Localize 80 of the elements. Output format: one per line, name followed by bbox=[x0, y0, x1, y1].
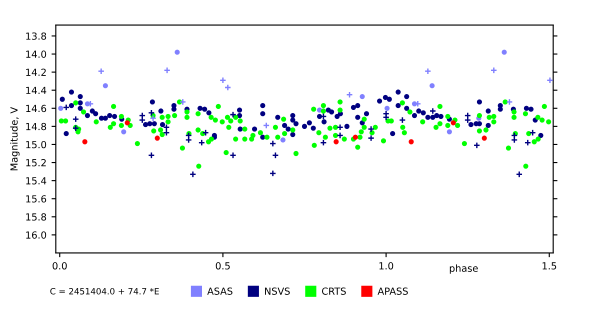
point bbox=[446, 129, 452, 134]
y-tick-label: 15.8 bbox=[26, 213, 46, 221]
x-axis-title: phase bbox=[450, 264, 478, 274]
point bbox=[450, 120, 456, 126]
point bbox=[230, 111, 236, 118]
point bbox=[82, 139, 88, 144]
legend-label: NSVS bbox=[265, 287, 290, 295]
y-tick-label: 14.2 bbox=[26, 68, 46, 76]
y-tick-label: 14.6 bbox=[26, 104, 46, 112]
y-tick-label: 14.8 bbox=[26, 122, 46, 130]
point bbox=[502, 50, 507, 55]
y-tick-label: 15.6 bbox=[26, 195, 46, 203]
point bbox=[429, 108, 436, 114]
y-tick-label: 16.0 bbox=[26, 231, 46, 239]
legend-label: ASAS bbox=[207, 287, 232, 295]
point bbox=[72, 116, 80, 123]
point bbox=[148, 152, 155, 159]
point bbox=[546, 76, 554, 84]
x-tick-label: 1.5 bbox=[542, 262, 556, 270]
point bbox=[164, 66, 171, 74]
point bbox=[269, 140, 276, 148]
point bbox=[154, 136, 160, 141]
point bbox=[189, 170, 196, 178]
x-tick-label: 0.0 bbox=[52, 262, 67, 270]
point bbox=[398, 116, 406, 124]
point bbox=[482, 136, 487, 141]
x-tick-label: 1.0 bbox=[379, 262, 394, 270]
point bbox=[179, 98, 186, 106]
y-tick-label: 15.4 bbox=[26, 177, 46, 184]
legend-label: CRTS bbox=[322, 287, 346, 295]
point bbox=[382, 114, 390, 121]
point bbox=[368, 126, 375, 133]
point bbox=[219, 76, 226, 84]
point bbox=[280, 137, 286, 143]
point bbox=[516, 170, 523, 178]
point bbox=[148, 109, 155, 116]
point bbox=[269, 170, 276, 177]
point bbox=[150, 114, 157, 122]
point bbox=[162, 129, 170, 136]
y-tick-label: 14.4 bbox=[26, 86, 46, 94]
y-tick-label: 15.0 bbox=[26, 140, 46, 148]
point bbox=[408, 139, 414, 144]
y-axis-title: Magnitude, V bbox=[10, 106, 20, 170]
point bbox=[102, 83, 108, 88]
point bbox=[334, 139, 339, 144]
point bbox=[384, 106, 390, 111]
y-tick-label: 15.2 bbox=[26, 159, 46, 166]
point bbox=[230, 152, 236, 159]
point bbox=[529, 129, 536, 136]
point bbox=[202, 129, 210, 136]
point bbox=[98, 68, 105, 75]
point bbox=[368, 134, 375, 142]
legend-label: APASS bbox=[378, 287, 408, 295]
point bbox=[336, 132, 344, 139]
point bbox=[360, 94, 365, 100]
point bbox=[473, 142, 480, 149]
point bbox=[316, 108, 322, 113]
point bbox=[424, 68, 432, 75]
text: C = 2451404.0 + 74.7 *E bbox=[50, 288, 159, 295]
point bbox=[430, 83, 435, 88]
point bbox=[124, 120, 130, 126]
point bbox=[262, 122, 270, 129]
point bbox=[224, 84, 232, 91]
point bbox=[272, 152, 279, 159]
x-tick-label: 0.5 bbox=[216, 262, 230, 270]
point bbox=[174, 50, 180, 55]
point bbox=[58, 106, 64, 111]
point bbox=[320, 139, 327, 146]
y-tick-label: 14.0 bbox=[26, 50, 46, 58]
point bbox=[524, 139, 532, 146]
point bbox=[346, 91, 354, 98]
point bbox=[62, 104, 70, 111]
point bbox=[162, 124, 170, 131]
point bbox=[506, 98, 513, 106]
point bbox=[336, 124, 344, 131]
point bbox=[121, 129, 126, 134]
point bbox=[490, 66, 498, 74]
y-tick-label: 13.8 bbox=[26, 32, 46, 40]
point bbox=[382, 110, 390, 118]
point bbox=[198, 139, 206, 146]
